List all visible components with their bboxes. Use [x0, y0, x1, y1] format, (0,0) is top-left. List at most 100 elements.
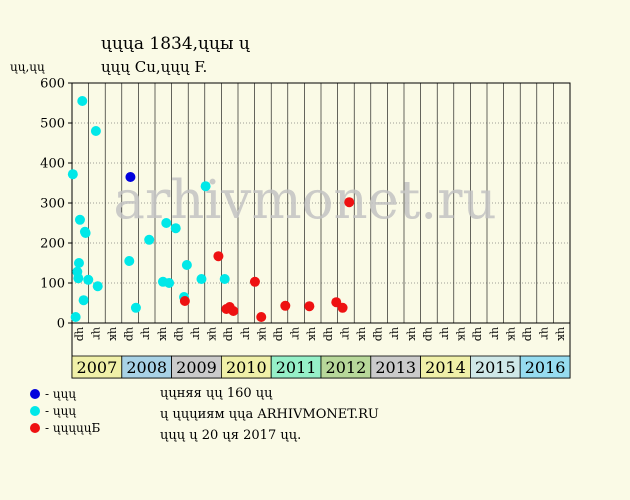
year-bar: 2007 2008 2009 2010 2011 2012 2013 2014 2015 2016: [71, 355, 571, 379]
watermark: arhivmonet.ru: [113, 170, 496, 231]
data-point: [144, 234, 155, 245]
data-point: [304, 301, 315, 312]
y-tick-label: 200: [40, 237, 65, 252]
data-point: [181, 260, 192, 270]
legend-label: - ųųų: [45, 386, 77, 401]
month-label: ųк: [505, 327, 518, 341]
year-label: 2007: [77, 358, 118, 377]
data-point: [90, 126, 101, 136]
month-label: ųr: [489, 327, 502, 340]
data-point: [73, 273, 84, 284]
chart-title: ųųųa 1834,ųųы ų: [101, 34, 250, 54]
month-label: ųr: [439, 327, 452, 340]
month-labels: ųp ųr ųк ųp ųr ųк ųp ųr ųк ųp ųr ųк ųp ųr ųк ųp ųr ųк ųp ųr…: [74, 327, 568, 341]
month-label: ųr: [339, 327, 352, 340]
legend-dot-red: [30, 422, 40, 433]
data-point: [161, 218, 172, 228]
data-point: [77, 96, 88, 106]
y-tick-label: 500: [40, 117, 65, 132]
month-label: ųк: [207, 327, 220, 341]
legend-dot-blue: [30, 388, 40, 399]
note-line: ųųų ų 20 ųя 2017 ųų.: [160, 428, 302, 443]
year-label: 2014: [425, 358, 466, 377]
y-tick-label: 400: [40, 157, 65, 172]
year-label: 2008: [126, 358, 167, 377]
y-tick-label: 100: [40, 277, 65, 292]
y-tick-label: 0: [57, 317, 65, 332]
month-label: ųr: [290, 327, 303, 340]
month-label: ųк: [555, 327, 568, 341]
data-point: [74, 214, 85, 225]
data-point: [200, 181, 211, 192]
month-label: ųp: [422, 327, 435, 341]
data-point: [196, 274, 207, 284]
data-point: [67, 169, 78, 180]
month-label: ųк: [456, 327, 469, 341]
legend-item: - ųųųųųБ: [30, 419, 100, 436]
legend-label: - ųųų: [45, 403, 77, 418]
month-label: ųr: [90, 327, 103, 340]
year-label: 2009: [176, 358, 217, 377]
data-point: [130, 302, 141, 313]
month-label: ųк: [157, 327, 170, 341]
month-label: ųк: [406, 327, 419, 341]
month-label: ųr: [389, 327, 402, 340]
month-label: ųp: [223, 327, 236, 341]
note-line: ų ųųųиям ųųa ARHIVMONET.RU: [160, 407, 379, 422]
data-point: [213, 251, 224, 262]
data-point: [337, 302, 348, 313]
data-point: [344, 197, 355, 208]
data-point: [125, 172, 136, 182]
year-label: 2013: [375, 358, 416, 377]
data-point: [92, 281, 103, 292]
month-label: ųr: [539, 327, 552, 340]
month-label: ųr: [240, 327, 253, 340]
month-label: ųк: [256, 327, 269, 341]
year-label: 2010: [226, 358, 267, 377]
data-point: [80, 228, 91, 238]
year-label: 2011: [276, 358, 317, 377]
data-point: [256, 312, 267, 322]
data-point: [170, 223, 181, 234]
month-label: ųк: [356, 327, 369, 341]
y-tick-label: 300: [40, 197, 65, 212]
month-label: ųp: [173, 327, 186, 341]
chart-subtitle: ųųų Cu,ųųų F.: [101, 58, 208, 76]
data-point: [70, 312, 81, 322]
data-point: [73, 258, 84, 268]
month-label: ųr: [140, 327, 153, 340]
year-label: 2015: [475, 358, 516, 377]
data-point: [280, 300, 291, 311]
y-axis-label: ųų,ųų: [10, 60, 45, 74]
year-label: 2012: [326, 358, 367, 377]
month-label: ųp: [74, 327, 87, 341]
data-point: [164, 278, 175, 288]
legend-item: - ųųų: [30, 385, 100, 402]
year-label: 2016: [525, 358, 566, 377]
data-point: [124, 256, 135, 266]
month-label: ųp: [522, 327, 535, 341]
notes: ųųняя ųų 160 ųų ų ųųųиям ųųa ARHIVMONET.…: [160, 383, 379, 446]
month-label: ųr: [190, 327, 203, 340]
legend-dot-cyan: [30, 405, 40, 416]
data-point: [179, 296, 190, 306]
month-label: ųp: [124, 327, 137, 341]
note-line: ųųняя ųų 160 ųų: [160, 386, 273, 401]
grid: [72, 83, 570, 323]
data-point: [228, 306, 239, 316]
month-label: ųp: [273, 327, 286, 341]
month-label: ųp: [323, 327, 336, 341]
data-point: [83, 274, 94, 285]
month-label: ųк: [107, 327, 120, 341]
month-label: ųк: [306, 327, 319, 341]
data-point: [78, 295, 89, 306]
month-label: ųp: [472, 327, 485, 341]
y-tick-label: 600: [40, 77, 65, 92]
month-label: ųp: [373, 327, 386, 341]
legend: - ųųų - ųųų - ųųųųųБ: [30, 385, 100, 436]
legend-label: - ųųųųųБ: [45, 420, 101, 435]
data-points: [67, 96, 355, 322]
data-point: [249, 276, 260, 287]
data-point: [219, 274, 230, 284]
